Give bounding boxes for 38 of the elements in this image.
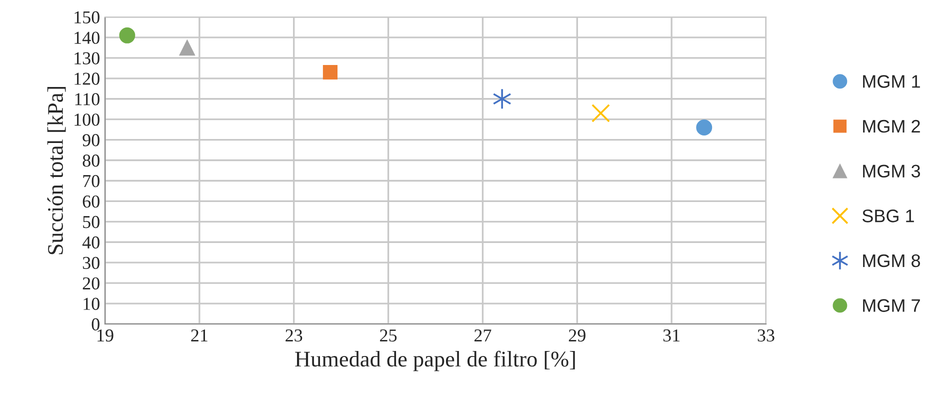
y-tick-label: 130 [74,52,100,64]
x-axis-title: Humedad de papel de filtro [%] [295,350,575,372]
y-tick-label: 150 [74,11,100,24]
y-tick-label: 70 [83,174,100,188]
y-tick-label: 0 [92,318,100,330]
y-tick-label: 110 [75,93,100,106]
x-tick-label: 19 [98,329,114,342]
point [322,64,338,80]
legend-label: MGM 7 [863,299,920,312]
x-tick-label: 29 [568,329,586,342]
y-tick-label: 100 [74,114,100,126]
legend-label: MGM 2 [863,120,920,133]
x-tick-label: 25 [380,329,397,342]
x-tick-label: 27 [474,329,492,342]
y-tick-label: 60 [82,195,100,208]
y-tick-label: 20 [82,277,100,290]
y-tick-label: 50 [83,216,100,228]
y-tick-label: 30 [82,256,100,270]
legend-label: SBG 1 [862,210,914,222]
point [492,88,512,110]
legend-label: MGM 1 [863,75,920,88]
y-tick-label: 120 [74,72,100,85]
y-axis-title: Succión total [kPa] [47,86,66,254]
y-tick-label: 140 [74,32,100,44]
x-tick-label: 31 [663,329,680,342]
x-tick-label: 23 [286,329,302,342]
y-tick-label: 10 [84,298,100,310]
point [592,104,610,122]
x-tick-label: 33 [758,329,774,342]
point [119,27,136,44]
y-tick-label: 40 [82,236,100,249]
legend-label: MGM 3 [863,164,920,178]
legend-label: MGM 8 [863,254,920,268]
y-tick-label: 80 [82,154,100,167]
y-tick-label: 90 [82,134,100,146]
point [179,40,196,56]
x-tick-label: 21 [191,329,208,342]
point [696,120,712,136]
